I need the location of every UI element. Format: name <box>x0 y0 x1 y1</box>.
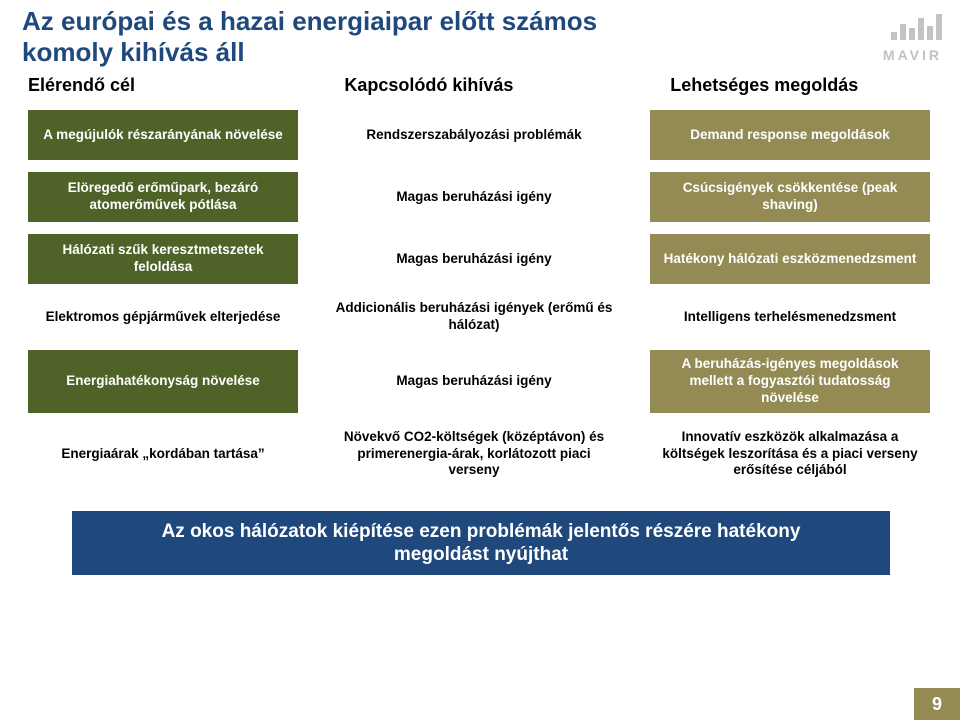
goal-text: Energiaárak „kordában tartása” <box>28 425 298 484</box>
header-solution: Lehetséges megoldás <box>670 75 934 96</box>
table-row: Hálózati szűk keresztmetszetek feloldása… <box>28 234 934 284</box>
goal-box: Hálózati szűk keresztmetszetek feloldása <box>28 234 298 284</box>
page-number-badge: 9 <box>914 688 960 720</box>
challenge-text: Növekvő CO2-költségek (középtávon) és pr… <box>326 425 622 484</box>
column-headers: Elérendő cél Kapcsolódó kihívás Lehetség… <box>28 75 934 96</box>
footer-conclusion: Az okos hálózatok kiépítése ezen problém… <box>72 511 890 575</box>
table-row: Energiahatékonyság növelése Magas beruhá… <box>28 350 934 413</box>
challenge-text: Magas beruházási igény <box>326 172 622 222</box>
goal-box: Elöregedő erőműpark, bezáró atomerőművek… <box>28 172 298 222</box>
solution-text: Intelligens terhelésmenedzsment <box>650 296 930 338</box>
solution-box: A beruházás-igényes megoldások mellett a… <box>650 350 930 413</box>
table-row: A megújulók részarányának növelése Rends… <box>28 110 934 160</box>
table-row: Elektromos gépjárművek elterjedése Addic… <box>28 296 934 338</box>
table-row: Elöregedő erőműpark, bezáró atomerőművek… <box>28 172 934 222</box>
challenge-text: Rendszerszabályozási problémák <box>326 110 622 160</box>
header-challenge: Kapcsolódó kihívás <box>344 75 608 96</box>
solution-box: Demand response megoldások <box>650 110 930 160</box>
solution-box: Hatékony hálózati eszközmenedzsment <box>650 234 930 284</box>
header-goal: Elérendő cél <box>28 75 282 96</box>
slide: MAVIR Az európai és a hazai energiaipar … <box>0 0 960 720</box>
logo-graphic-icon <box>891 14 942 40</box>
challenge-text: Magas beruházási igény <box>326 350 622 413</box>
goal-box: Energiahatékonyság növelése <box>28 350 298 413</box>
rows-container: A megújulók részarányának növelése Rends… <box>22 110 940 483</box>
challenge-text: Magas beruházási igény <box>326 234 622 284</box>
solution-text: Innovatív eszközök alkalmazása a költség… <box>650 425 930 484</box>
table-row: Energiaárak „kordában tartása” Növekvő C… <box>28 425 934 484</box>
goal-text: Elektromos gépjárművek elterjedése <box>28 296 298 338</box>
logo-text: MAVIR <box>834 47 942 63</box>
challenge-text: Addicionális beruházási igények (erőmű é… <box>326 296 622 338</box>
solution-box: Csúcsigények csökkentése (peak shaving) <box>650 172 930 222</box>
logo: MAVIR <box>834 14 942 63</box>
goal-box: A megújulók részarányának növelése <box>28 110 298 160</box>
slide-title: Az európai és a hazai energiaipar előtt … <box>22 6 662 67</box>
